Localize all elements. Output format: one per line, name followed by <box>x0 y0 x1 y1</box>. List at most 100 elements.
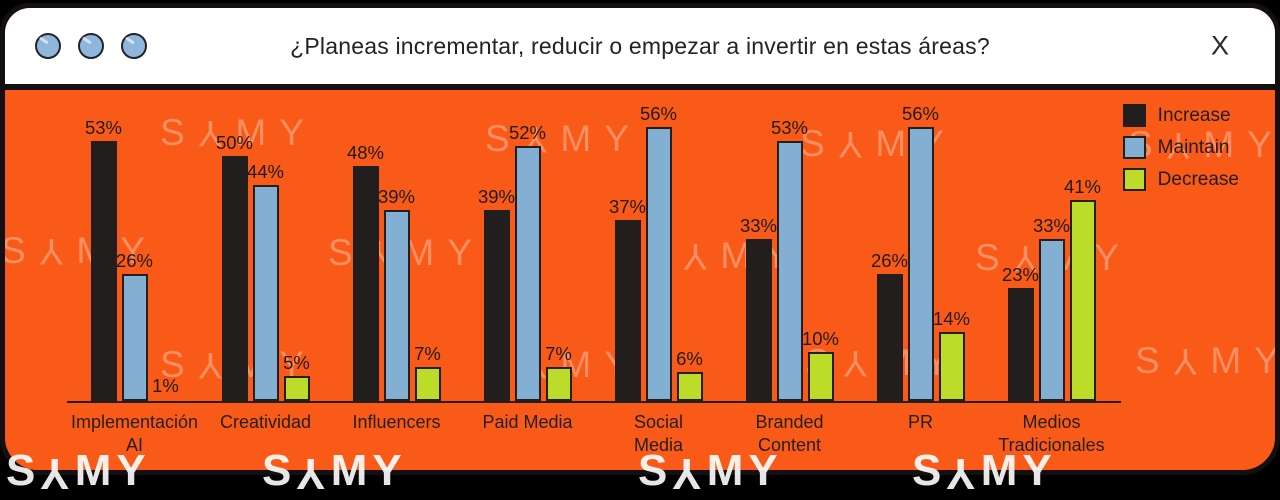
legend-item-decrease: Decrease <box>1122 168 1239 191</box>
bar-maintain: 52% <box>509 122 546 401</box>
bar-maintain: 33% <box>1033 215 1070 401</box>
category-label-line: Content <box>757 435 822 455</box>
bar-decrease: 14% <box>933 308 970 401</box>
bar-value-label: 41% <box>1063 176 1102 197</box>
bar-decrease: 6% <box>676 348 703 401</box>
category-label: Creatividad <box>176 411 356 434</box>
category-label-line: Branded <box>755 412 824 432</box>
category-label-line: Creatividad <box>219 412 312 432</box>
category-label-line: Social <box>633 412 684 432</box>
bar-value-label: 52% <box>508 122 547 143</box>
bar-value-label: 10% <box>801 328 840 349</box>
legend-swatch-increase <box>1122 104 1146 127</box>
category-label-line: Tradicionales <box>998 435 1105 455</box>
bar-maintain: 44% <box>247 161 284 401</box>
bar-group-pr: 26% 56% 14% PR <box>871 90 970 432</box>
bar-decrease: 10% <box>802 328 839 401</box>
bar-value-label: 44% <box>246 161 285 182</box>
title-bar: ¿Planeas incrementar, reducir o empezar … <box>5 8 1275 90</box>
legend-swatch-maintain <box>1122 136 1146 159</box>
category-label-line: Paid Media <box>482 412 573 432</box>
bar-value-label: 23% <box>1001 264 1040 285</box>
bar-value-label: 48% <box>346 142 385 163</box>
bar-value-label: 26% <box>115 250 154 271</box>
bar-group-social-media: 37% 56% 6% Social Media <box>609 90 703 455</box>
window-title: ¿Planeas incrementar, reducir o empezar … <box>290 32 990 59</box>
bar-plot: 53% 26% 1% Implementación AI 50% 44% 5% Creativi… <box>69 90 1117 455</box>
bar-increase: 48% <box>347 142 384 401</box>
category-label: Paid Media <box>438 411 618 434</box>
window-button-3[interactable] <box>121 33 147 59</box>
bar-group-branded-content: 33% 53% 10% Branded Content <box>740 90 839 455</box>
bar-value-label: 39% <box>377 186 416 207</box>
bar-increase: 53% <box>85 117 122 401</box>
bar-maintain: 26% <box>116 250 153 401</box>
bar-value-label: 53% <box>84 117 123 138</box>
category-label: PR <box>831 411 1011 434</box>
category-label: Implementación AI <box>45 411 225 457</box>
category-label-line: AI <box>125 435 143 455</box>
category-label-line: Influencers <box>352 412 441 432</box>
bar-value-label: 26% <box>870 250 909 271</box>
close-button[interactable]: X <box>1210 30 1229 61</box>
watermark-letter: S <box>5 232 26 269</box>
bar-value-label: 7% <box>414 343 441 364</box>
app-window: ¿Planeas incrementar, reducir o empezar … <box>0 3 1280 475</box>
bar-value-label: 7% <box>545 343 572 364</box>
bar-group-medios-tradicionales: 23% 33% 41% Medios Tradicionales <box>998 90 1104 455</box>
legend-item-maintain: Maintain <box>1122 136 1239 159</box>
category-label: Medios Tradicionales <box>962 411 1142 457</box>
bar-maintain: 56% <box>902 103 939 401</box>
bar-value-label: 39% <box>477 186 516 207</box>
bar-group-paid-media: 39% 52% 7% Paid Media <box>478 90 573 432</box>
chart-canvas: 53% 26% 1% Implementación AI 50% 44% 5% Creativi… <box>5 90 1275 470</box>
bar-decrease: 7% <box>414 343 441 401</box>
legend-item-increase: Increase <box>1122 104 1239 127</box>
bar-value-label: 33% <box>739 215 778 236</box>
bar-increase: 39% <box>478 186 515 401</box>
watermark-letter: Y <box>1254 342 1275 379</box>
window-button-2[interactable] <box>78 33 104 59</box>
watermark-letter: Y <box>1172 341 1198 383</box>
bar-value-label: 5% <box>283 352 310 373</box>
bar-increase: 33% <box>740 215 777 401</box>
legend-label: Decrease <box>1157 168 1239 190</box>
bar-maintain: 53% <box>771 117 808 401</box>
bar-maintain: 56% <box>640 103 677 401</box>
bar-value-label: 37% <box>608 196 647 217</box>
watermark-letter: S <box>1135 340 1160 381</box>
bar-increase: 50% <box>216 132 253 401</box>
x-axis-line <box>67 401 1121 403</box>
bar-decrease: 41% <box>1064 176 1101 401</box>
bar-increase: 37% <box>609 196 646 401</box>
bar-group-influencers: 48% 39% 7% Influencers <box>347 90 441 432</box>
bar-group-creatividad: 50% 44% 5% Creatividad <box>216 90 311 432</box>
watermark-letter: Y <box>38 231 64 273</box>
legend-swatch-decrease <box>1122 168 1146 191</box>
bar-increase: 26% <box>871 250 908 401</box>
bar-value-label: 56% <box>901 103 940 124</box>
bar-increase: 23% <box>1002 264 1039 401</box>
category-label-line: PR <box>907 412 933 432</box>
bar-value-label: 1% <box>152 375 179 396</box>
category-label-line: Media <box>633 435 684 455</box>
category-label: Branded Content <box>700 411 880 457</box>
chart-legend: Increase Maintain Decrease <box>1122 104 1239 200</box>
bar-maintain: 39% <box>378 186 415 401</box>
bar-decrease: 5% <box>283 352 310 401</box>
bar-value-label: 14% <box>932 308 971 329</box>
bar-value-label: 56% <box>639 103 678 124</box>
watermark-letter: Y <box>1247 124 1272 165</box>
watermark-letter: M <box>1210 340 1242 381</box>
window-button-1[interactable] <box>35 33 61 59</box>
bar-value-label: 53% <box>770 117 809 138</box>
bar-decrease: 7% <box>545 343 572 401</box>
category-label-line: Implementación <box>70 412 199 432</box>
legend-label: Increase <box>1157 104 1231 126</box>
category-label-line: Medios <box>1022 412 1081 432</box>
bar-value-label: 6% <box>676 348 703 369</box>
bar-group-implementación-ai: 53% 26% 1% Implementación AI <box>71 90 198 455</box>
window-controls <box>35 33 147 59</box>
bar-value-label: 33% <box>1032 215 1071 236</box>
